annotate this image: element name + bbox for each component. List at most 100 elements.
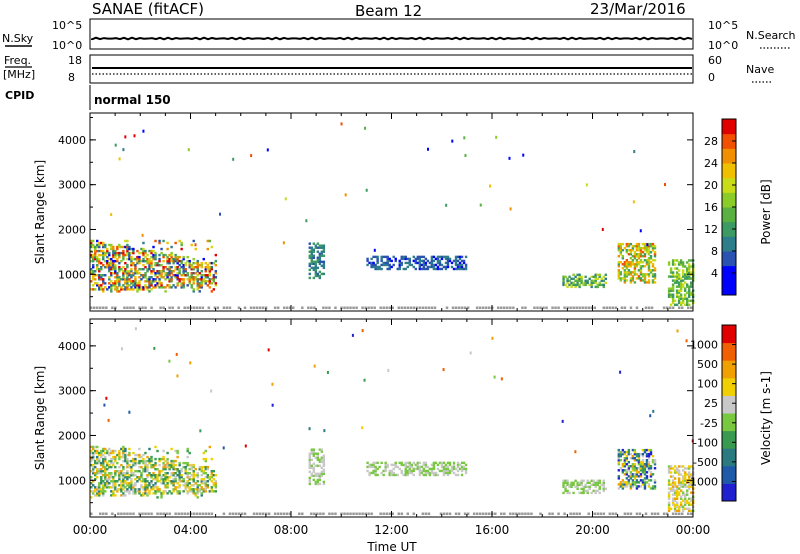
echo-cell [112,486,115,489]
echo-cell [689,299,693,302]
echo-cell [625,273,629,276]
echo-cell [414,467,418,471]
echo-cell [675,485,679,488]
echo-cell [116,259,119,263]
echo-cell [114,263,117,267]
echo-cell [156,490,159,493]
echo-cell [637,242,641,246]
echo-cell [122,270,125,273]
echo-cell [406,261,409,265]
echo-cell [627,481,631,484]
echo-cell [617,475,621,478]
echo-cell [627,269,631,272]
ground-scatter-cell [575,512,578,516]
echo-cell [392,473,395,477]
echo-cell [669,295,673,298]
echo-cell [677,469,681,472]
echo-cell [124,486,127,489]
echo-cell [176,449,179,453]
echo-cell [594,483,597,487]
echo-cell [172,484,175,487]
echo-cell [110,476,113,479]
echo-cell [452,471,456,475]
echo-cell [637,467,641,470]
echo-cell [100,249,103,253]
echo-cell [108,261,111,265]
echo-cell [382,261,385,265]
echo-cell [102,255,105,259]
echo-cell [180,480,183,483]
echo-cell [108,476,111,479]
echo-cell [172,480,175,483]
echo-cell [566,491,569,495]
echo-cell [92,257,95,261]
echo-cell [683,497,687,500]
echo-cell [627,461,631,464]
echo-cell [108,453,111,457]
echo-cell [196,484,199,487]
echo-cell [653,250,657,254]
echo-cell [124,482,127,485]
echo-cell [208,282,211,285]
echo-cell [90,469,93,473]
echo-cell [132,463,135,467]
echo-cell [410,471,414,475]
echo-cell [404,467,407,471]
echo-cell [372,265,375,269]
echo-cell [130,257,133,261]
echo-cell [178,463,181,467]
echo-cell [689,475,693,478]
echo-cell [108,278,111,281]
echo-cell [440,257,444,261]
echo-cell [102,249,105,253]
echo-cell [166,247,169,251]
ground-scatter-cell [677,306,681,310]
echo-cell [412,473,416,477]
echo-cell [578,279,581,283]
echo-cell [671,485,675,488]
echo-cell [186,490,189,493]
echo-cell [178,469,181,473]
echo-cell [586,491,589,495]
echo-cell [629,456,633,460]
colorbar-segment [722,133,736,149]
echo-cell [594,485,597,489]
echo-cell [679,259,683,262]
echo-cell [394,461,397,465]
echo-cell [158,471,161,475]
echo-cell [178,239,181,243]
echo-cell [430,463,434,467]
echo-cell [631,475,635,478]
echo-cell [124,253,127,257]
echo-cell [681,261,685,264]
echo-cell [130,469,133,473]
echo-cell [643,281,647,284]
echo-cell [232,157,235,161]
echo-cell [671,493,675,496]
echo-cell [681,469,685,472]
echo-cell [456,263,460,267]
echo-cell [192,272,195,275]
echo-cell [126,484,129,487]
echo-cell [428,473,432,477]
echo-cell [479,203,482,207]
echo-cell [314,270,318,274]
echo-cell [446,471,450,475]
echo-cell [102,488,105,491]
echo-cell [282,241,285,245]
ground-scatter-cell [252,306,256,310]
echo-cell [106,249,109,253]
echo-cell [110,272,113,275]
echo-cell [689,277,693,280]
echo-cell [623,485,627,488]
echo-cell [98,288,101,291]
echo-cell [675,469,679,472]
echo-cell [96,492,99,495]
echo-cell [586,481,589,485]
echo-cell [132,284,135,287]
echo-cell [623,473,627,476]
echo-cell [679,281,683,284]
echo-cell [148,282,151,285]
echo-cell [323,429,326,433]
echo-cell [146,278,149,281]
